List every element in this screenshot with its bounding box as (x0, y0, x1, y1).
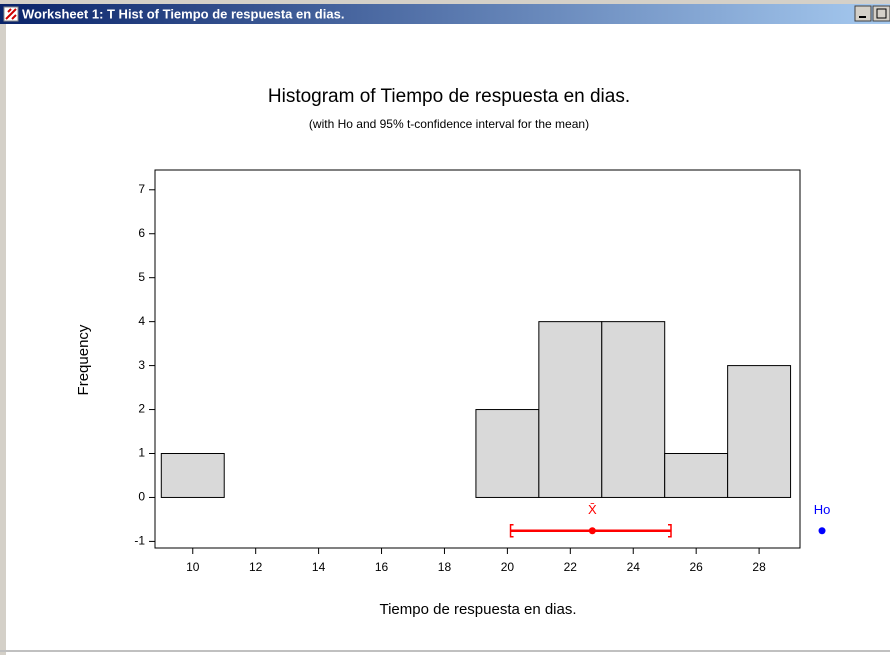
y-tick-label: 5 (138, 270, 145, 284)
x-axis-label: Tiempo de respuesta en dias. (379, 601, 576, 618)
bar (160, 453, 225, 498)
y-tick-label: 3 (138, 358, 145, 372)
y-tick-label: 1 (138, 446, 145, 460)
bar (601, 321, 666, 498)
x-tick-label: 20 (501, 560, 515, 574)
minimize-button[interactable] (854, 5, 872, 22)
bar (664, 453, 729, 498)
ci-upper-bracket (668, 523, 672, 538)
mean-point (588, 527, 596, 535)
ci-lower-bracket (509, 523, 514, 538)
maximize-glyph (876, 8, 887, 19)
x-tick-label: 28 (752, 560, 766, 574)
bar (538, 321, 603, 498)
y-axis-label: Frequency (75, 324, 92, 395)
x-tick-label: 14 (312, 560, 326, 574)
ho-label: Ho (814, 502, 831, 517)
chart-subtitle: (with Ho and 95% t-confidence interval f… (309, 117, 589, 131)
chart-title: Histogram of Tiempo de respuesta en dias… (268, 86, 630, 107)
x-tick-label: 26 (689, 560, 703, 574)
bar (475, 409, 540, 498)
ho-point (818, 527, 826, 535)
title-bar (0, 4, 890, 24)
window-icon-glyph (5, 8, 17, 20)
left-window-edge (0, 24, 6, 655)
bar (727, 365, 792, 498)
y-tick-label: 0 (138, 490, 145, 504)
window-title: Worksheet 1: T Hist of Tiempo de respues… (22, 6, 344, 21)
x-tick-label: 12 (249, 560, 263, 574)
x-tick-label: 18 (438, 560, 452, 574)
x-tick-label: 22 (564, 560, 578, 574)
maximize-button[interactable] (872, 5, 890, 22)
y-tick-label: -1 (134, 534, 145, 548)
x-tick-label: 10 (186, 560, 200, 574)
mean-label: X̄ (588, 502, 597, 517)
y-tick-label: 6 (138, 226, 145, 240)
x-tick-label: 24 (627, 560, 641, 574)
y-tick-label: 7 (138, 182, 145, 196)
y-tick-label: 4 (138, 314, 145, 328)
x-tick-label: 16 (375, 560, 389, 574)
plot-frame (154, 169, 801, 549)
y-tick-label: 2 (138, 402, 145, 416)
